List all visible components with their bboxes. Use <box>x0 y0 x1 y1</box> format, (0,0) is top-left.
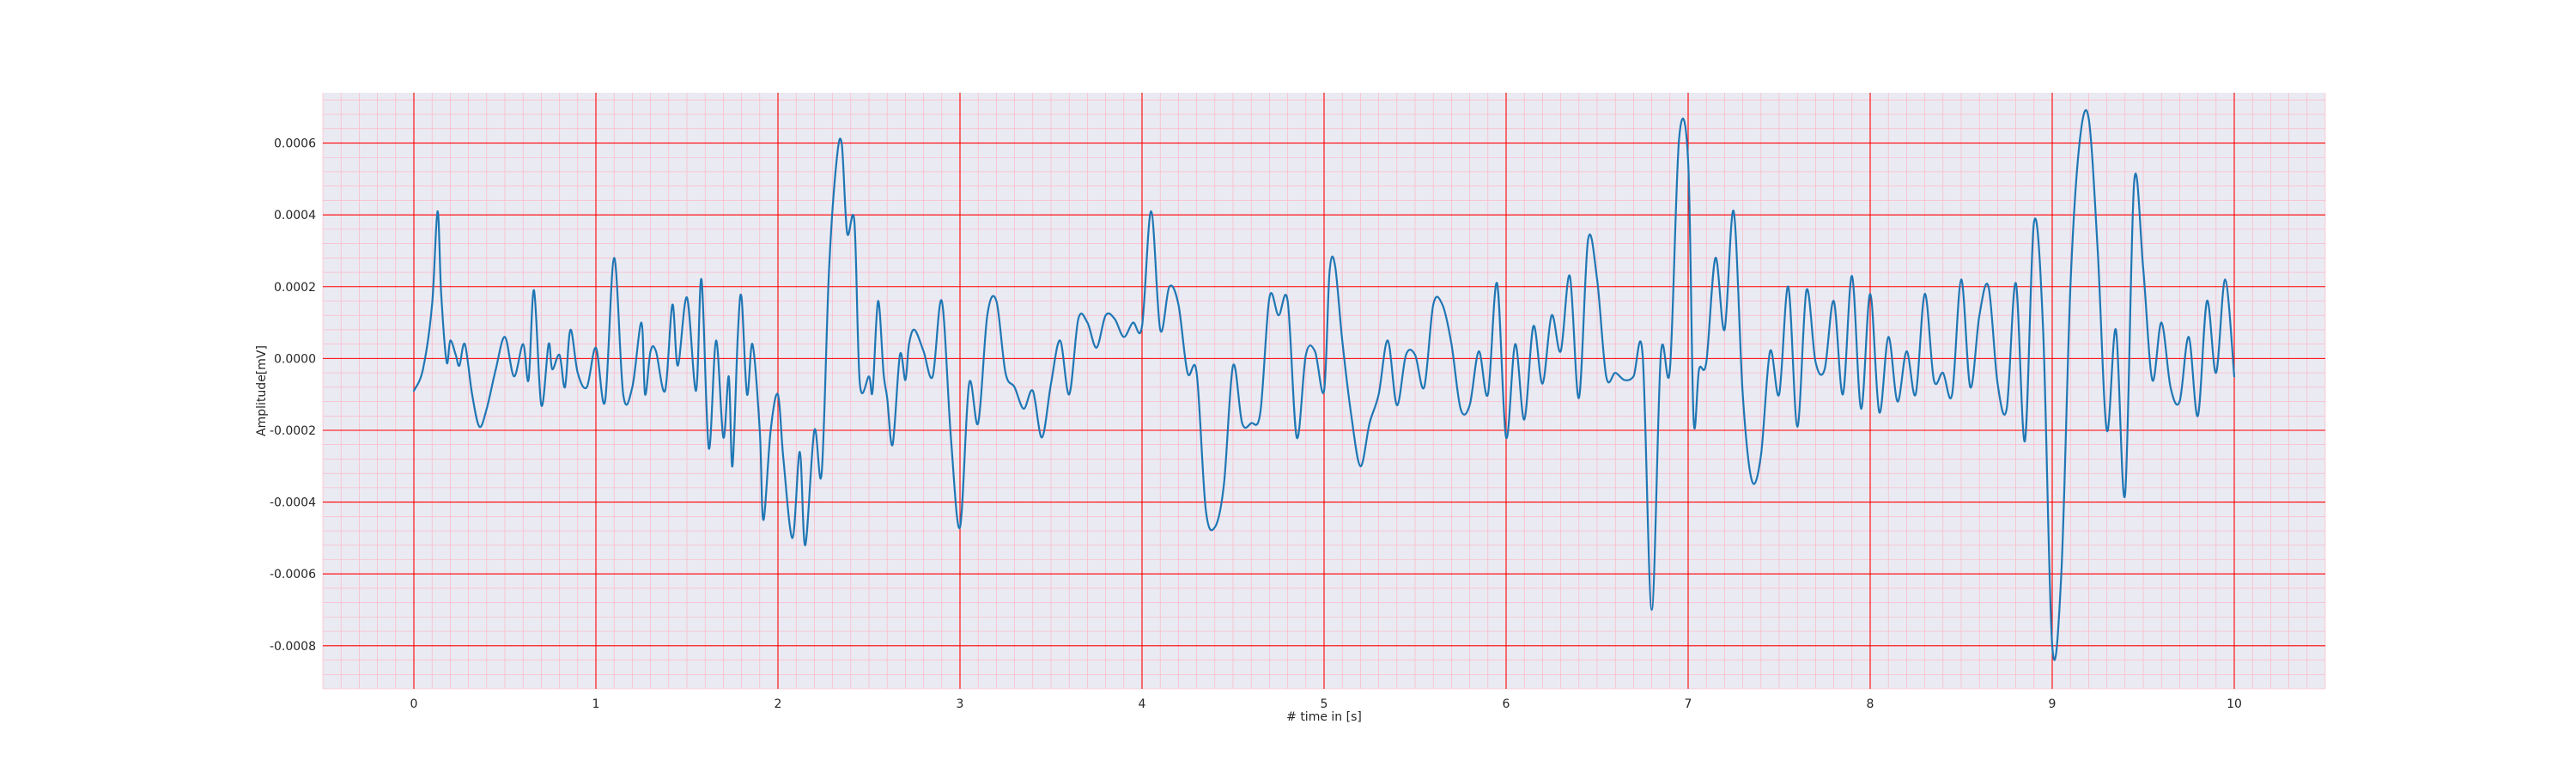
x-tick-label: 1 <box>592 697 600 711</box>
x-axis-ticks: 0 1 2 3 4 5 6 7 8 9 10 <box>410 697 2242 711</box>
y-tick-label: 0.0002 <box>274 281 316 295</box>
y-tick-label: 0.0004 <box>274 209 316 222</box>
x-tick-label: 4 <box>1139 697 1146 711</box>
x-tick-label: 2 <box>775 697 782 711</box>
y-tick-label: -0.0002 <box>270 424 316 438</box>
y-tick-label: 0.0006 <box>274 137 316 151</box>
y-tick-label: -0.0006 <box>270 568 316 581</box>
x-tick-label: 7 <box>1685 697 1692 711</box>
x-tick-label: 9 <box>2049 697 2057 711</box>
y-tick-label: -0.0008 <box>270 640 316 654</box>
series-line-signal <box>412 109 2236 661</box>
x-tick-label: 6 <box>1503 697 1510 711</box>
y-tick-label: -0.0004 <box>270 496 316 510</box>
x-tick-label: 8 <box>1867 697 1874 711</box>
x-tick-label: 0 <box>410 697 418 711</box>
y-axis-ticks: -0.0008 -0.0006 -0.0004 -0.0002 0.0000 0.0002… <box>270 137 316 654</box>
x-tick-label: 5 <box>1321 697 1328 711</box>
x-tick-label: 10 <box>2227 697 2242 711</box>
x-axis-label: # time in [s] <box>1286 710 1362 724</box>
y-tick-label: 0.0000 <box>274 352 316 366</box>
x-tick-label: 3 <box>957 697 964 711</box>
y-axis-label: Amplitude[mV] <box>255 345 269 436</box>
